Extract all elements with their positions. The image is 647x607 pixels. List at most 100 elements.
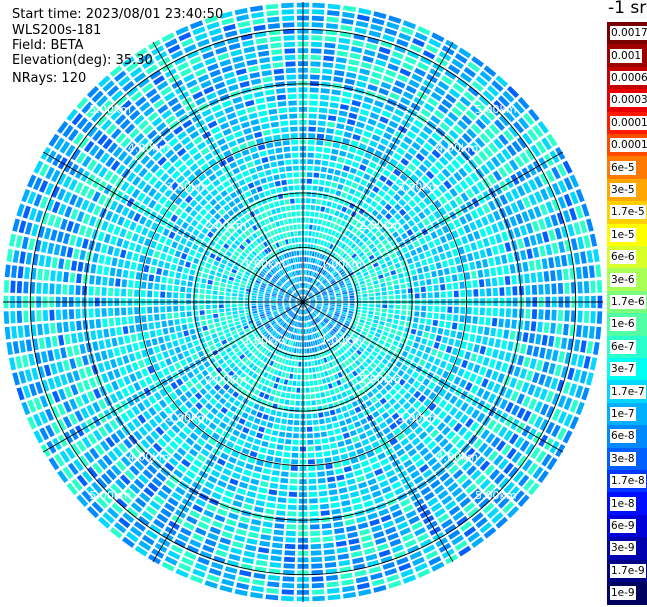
ppi-gate-cell (368, 435, 377, 443)
ppi-gate-cell (375, 392, 383, 400)
ppi-gate-cell (399, 527, 411, 536)
ppi-gate-cell (307, 439, 314, 445)
ppi-gate-cell (544, 216, 553, 229)
ppi-gate-cell (230, 547, 242, 555)
ppi-gate-cell (365, 358, 372, 365)
ppi-gate-cell (275, 265, 280, 270)
ppi-gate-cell (307, 263, 310, 269)
ppi-gate-cell (451, 230, 459, 239)
ppi-gate-cell (244, 248, 250, 255)
ppi-gate-cell (386, 497, 398, 506)
ppi-gate-cell (430, 91, 442, 102)
ppi-gate-cell (457, 119, 468, 130)
ppi-gate-cell (223, 204, 231, 212)
ppi-gate-cell (228, 370, 235, 377)
ppi-gate-cell (336, 304, 342, 307)
ppi-gate-cell (135, 150, 146, 161)
ppi-gate-cell (538, 309, 544, 320)
ppi-gate-cell (485, 225, 493, 236)
ppi-gate-cell (319, 418, 325, 425)
ppi-gate-cell (185, 205, 193, 214)
ppi-gate-cell (306, 308, 309, 314)
ppi-gate-cell (483, 65, 497, 77)
ppi-gate-cell (398, 198, 407, 207)
ppi-gate-cell (522, 396, 531, 408)
ppi-gate-cell (115, 460, 127, 472)
ppi-gate-cell (223, 243, 230, 250)
ppi-gate-cell (200, 407, 209, 416)
ppi-gate-cell (495, 516, 508, 529)
ppi-gate-cell (406, 417, 415, 425)
ppi-gate-cell (316, 266, 320, 272)
ppi-gate-cell (138, 254, 146, 263)
ppi-gate-cell (569, 416, 579, 430)
ppi-gate-cell (447, 222, 456, 231)
ppi-gate-cell (145, 339, 152, 348)
ppi-gate-cell (508, 466, 519, 479)
ppi-gate-cell (391, 274, 398, 280)
ppi-gate-cell (48, 133, 60, 147)
ppi-gate-cell (507, 229, 515, 240)
ppi-gate-cell (69, 194, 78, 206)
ppi-gate-cell (290, 312, 294, 317)
ppi-gate-cell (279, 378, 284, 384)
ppi-gate-cell (408, 263, 415, 270)
ppi-gate-cell (45, 182, 55, 196)
ppi-gate-cell (409, 550, 423, 560)
ppi-gate-cell (160, 343, 167, 352)
ppi-gate-cell (181, 415, 190, 424)
ppi-gate-cell (313, 289, 318, 294)
ppi-gate-cell (170, 214, 178, 223)
ppi-gate-cell (304, 316, 306, 321)
ppi-gate-cell (335, 308, 341, 311)
ppi-gate-cell (309, 314, 312, 320)
ppi-gate-cell (525, 309, 531, 319)
ppi-gate-cell (316, 259, 320, 265)
ppi-gate-cell (58, 388, 67, 401)
ppi-gate-cell (556, 212, 565, 225)
ppi-gate-cell (156, 139, 166, 149)
ppi-gate-cell (325, 363, 330, 369)
ppi-gate-cell (406, 229, 414, 237)
ppi-gate-cell (381, 308, 387, 313)
ppi-gate-cell (396, 267, 403, 274)
ppi-gate-cell (351, 362, 358, 369)
ppi-gate-cell (217, 239, 225, 246)
ppi-gate-cell (244, 406, 252, 413)
ppi-gate-cell (277, 297, 283, 300)
ppi-gate-cell (94, 444, 105, 456)
ppi-gate-cell (418, 252, 426, 260)
ppi-gate-cell (219, 308, 225, 313)
ppi-gate-cell (223, 375, 230, 382)
ppi-gate-cell (317, 267, 322, 273)
ppi-gate-cell (350, 325, 356, 330)
ppi-gate-cell (467, 233, 475, 242)
ppi-gate-cell (153, 306, 159, 313)
ppi-gate-cell (165, 177, 174, 187)
ppi-gate-cell (214, 486, 225, 494)
ppi-gate-cell (233, 400, 241, 407)
ppi-gate-cell (387, 235, 394, 242)
ppi-gate-cell (339, 104, 349, 111)
ppi-gate-cell (296, 348, 300, 354)
ppi-gate-cell (343, 296, 348, 299)
ppi-gate-cell (76, 381, 85, 393)
ppi-gate-cell (312, 179, 319, 185)
ppi-gate-cell (307, 291, 310, 296)
ppi-gate-cell (181, 458, 191, 468)
ppi-gate-cell (164, 395, 173, 405)
ppi-gate-cell (168, 348, 176, 356)
ppi-gate-cell (232, 206, 239, 213)
ppi-gate-cell (209, 328, 216, 334)
ppi-gate-cell (337, 481, 347, 488)
ppi-gate-cell (193, 427, 203, 436)
ppi-gate-cell (138, 167, 148, 178)
ppi-gate-cell (231, 243, 238, 250)
ppi-gate-cell (91, 229, 99, 240)
ppi-gate-cell (503, 129, 514, 142)
ppi-gate-cell (365, 197, 373, 204)
ppi-gate-cell (335, 342, 341, 348)
ppi-gate-cell (310, 305, 315, 308)
ppi-gate-cell (162, 245, 169, 253)
ppi-gate-cell (378, 46, 391, 55)
